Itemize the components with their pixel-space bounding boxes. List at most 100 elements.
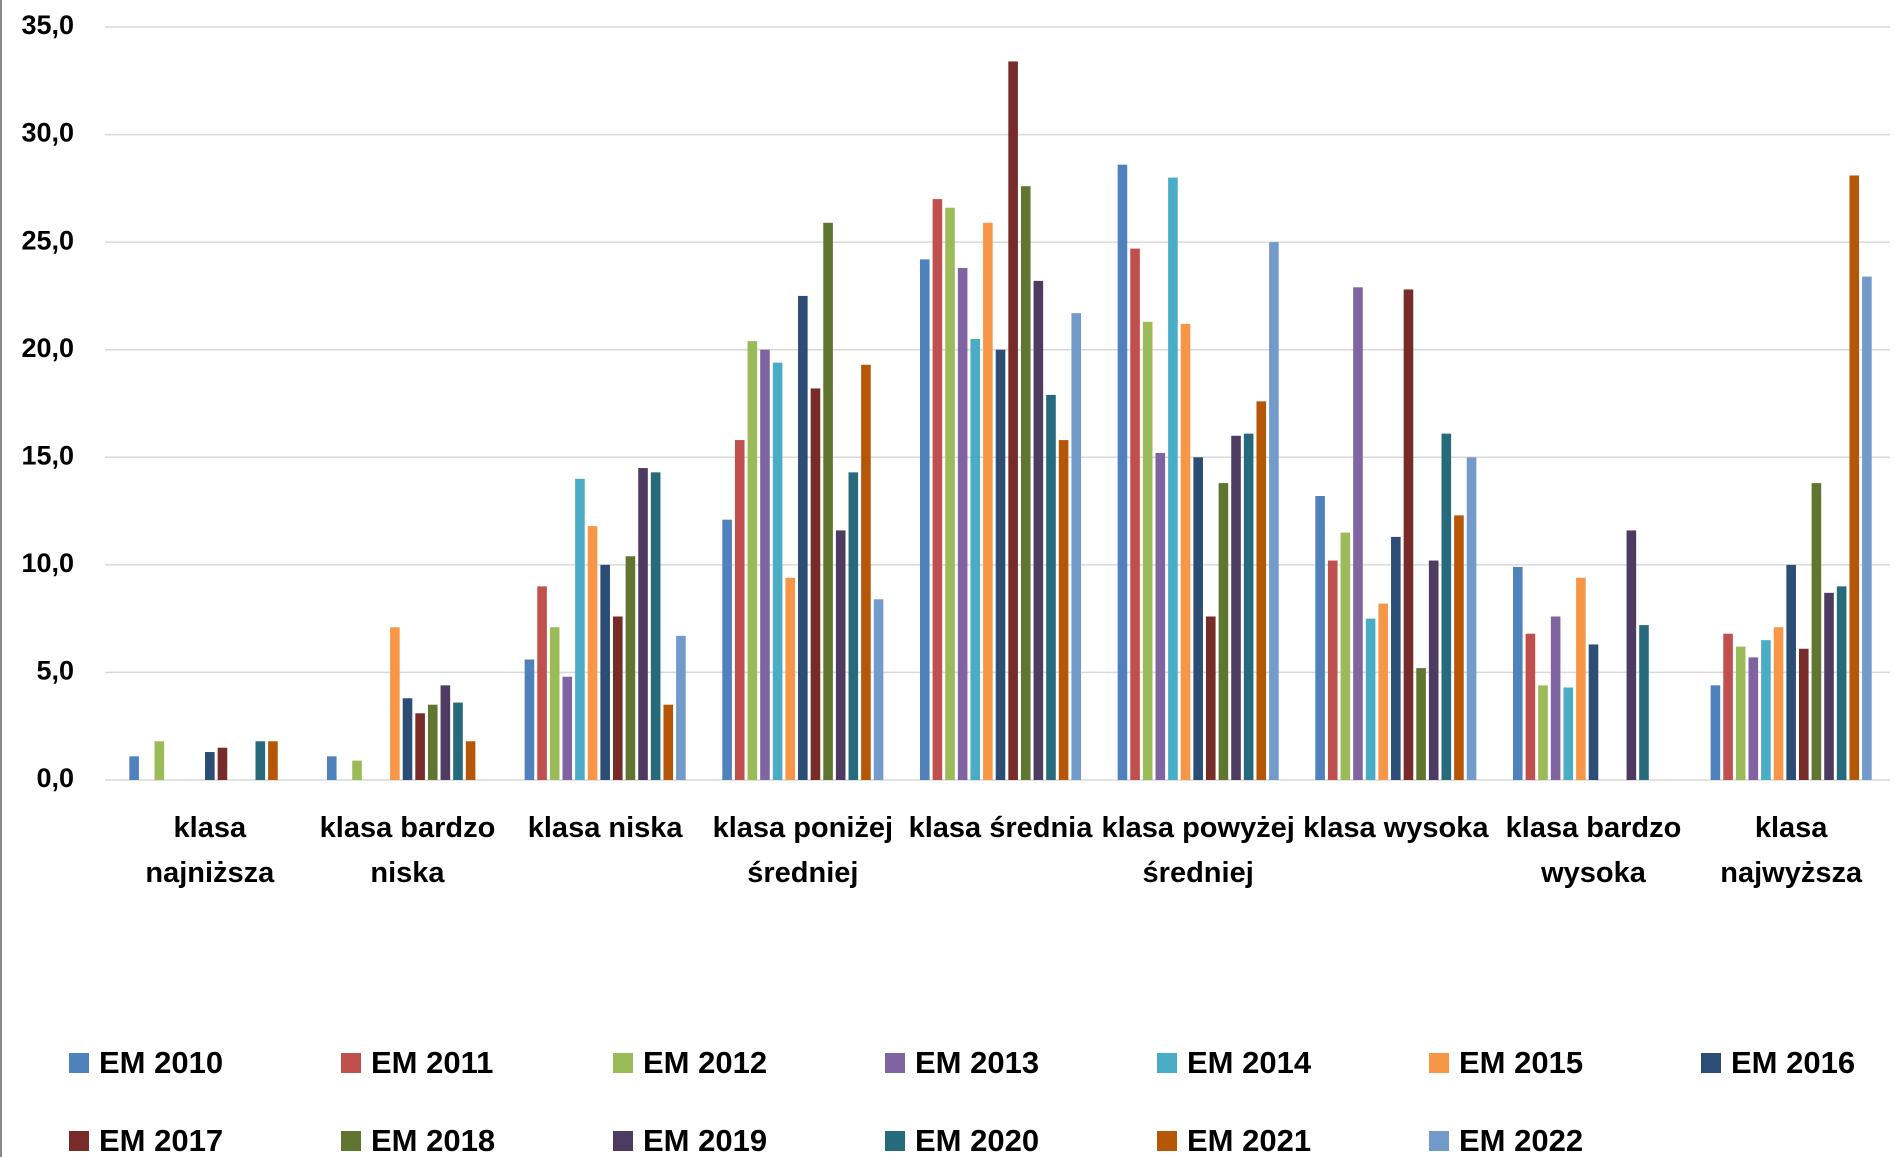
- legend-swatch: [341, 1131, 361, 1151]
- bar: [1193, 457, 1203, 780]
- x-tick-label: klasa poniżej średniej: [712, 812, 894, 889]
- legend-swatch: [1157, 1053, 1177, 1073]
- bar: [255, 741, 266, 780]
- legend-label: EM 2020: [915, 1123, 1040, 1157]
- bar: [217, 747, 228, 780]
- bar: [1811, 483, 1822, 780]
- y-tick-label: 25,0: [21, 225, 74, 255]
- bar: [1538, 685, 1548, 780]
- legend-item: EM 2015: [1429, 1045, 1583, 1081]
- bar: [945, 207, 955, 781]
- legend-item: EM 2010: [69, 1045, 223, 1081]
- legend-swatch: [885, 1131, 905, 1151]
- x-tick-label: klasa wysoka: [1303, 812, 1489, 844]
- bar: [524, 659, 535, 780]
- bar: [154, 741, 165, 780]
- bar: [1862, 276, 1872, 780]
- legend-label: EM 2013: [915, 1045, 1040, 1080]
- bar: [1588, 644, 1599, 780]
- bar: [427, 704, 438, 780]
- legend-label: EM 2019: [643, 1123, 768, 1157]
- bar: [970, 338, 981, 780]
- bar: [1403, 289, 1414, 780]
- bar: [1231, 435, 1241, 780]
- bar: [1428, 560, 1439, 780]
- bar: [798, 295, 808, 780]
- bar: [1020, 186, 1031, 781]
- bar: [1576, 577, 1586, 780]
- legend-item: EM 2013: [885, 1045, 1039, 1081]
- bar: [1365, 618, 1376, 780]
- legend-swatch: [613, 1131, 633, 1151]
- bar: [747, 341, 758, 780]
- bar: [1243, 433, 1254, 780]
- legend-item: EM 2021: [1157, 1123, 1311, 1157]
- y-tick-label: 35,0: [21, 10, 74, 40]
- bar: [1454, 515, 1464, 780]
- bar: [995, 349, 1006, 780]
- bar: [625, 556, 636, 780]
- x-tick-label: klasa bardzo wysoka: [1505, 812, 1682, 889]
- y-tick-label: 15,0: [21, 440, 74, 470]
- legend-swatch: [613, 1053, 633, 1073]
- bar: [810, 388, 821, 780]
- bar: [1563, 687, 1574, 780]
- legend-item: EM 2020: [885, 1123, 1039, 1157]
- bar: [1441, 433, 1452, 780]
- bar: [1033, 280, 1044, 780]
- bar: [1205, 616, 1216, 780]
- bar: [440, 685, 451, 780]
- bar: [1525, 633, 1536, 780]
- bar: [1340, 532, 1351, 780]
- bar: [1315, 496, 1325, 780]
- bar: [823, 222, 833, 780]
- legend-item: EM 2017: [69, 1123, 223, 1157]
- bar: [1735, 646, 1746, 780]
- bar: [402, 698, 413, 780]
- bar: [205, 752, 215, 780]
- legend-item: EM 2016: [1701, 1045, 1855, 1081]
- bar: [1155, 452, 1166, 780]
- bar: [453, 702, 463, 780]
- x-tick-label: klasa średnia: [908, 812, 1093, 844]
- bar: [549, 627, 560, 780]
- bar: [1639, 625, 1649, 780]
- bar: [1117, 164, 1128, 781]
- bar: [835, 530, 846, 780]
- bar: [1723, 633, 1733, 780]
- bar: [268, 741, 278, 780]
- y-tick-label: 20,0: [21, 333, 74, 363]
- bar: [465, 741, 476, 780]
- bar: [676, 635, 686, 780]
- bar: [1071, 313, 1082, 780]
- legend-swatch: [69, 1053, 89, 1073]
- legend-item: EM 2012: [613, 1045, 767, 1081]
- bar: [326, 756, 337, 780]
- bar: [1046, 394, 1056, 780]
- legend-item: EM 2011: [341, 1045, 493, 1081]
- legend-item: EM 2014: [1157, 1045, 1311, 1081]
- bar: [1824, 592, 1834, 780]
- x-tick-label: klasa niska: [527, 812, 683, 844]
- bar: [612, 616, 623, 780]
- bar: [1512, 567, 1523, 780]
- bar: [734, 440, 745, 780]
- y-tick-label: 0,0: [36, 763, 74, 793]
- legend-label: EM 2017: [99, 1123, 224, 1157]
- bar: [352, 760, 362, 780]
- bar: [1849, 175, 1860, 780]
- bar: [663, 704, 674, 780]
- bar: [1416, 668, 1426, 780]
- bar: [390, 627, 400, 780]
- bar: [415, 713, 425, 780]
- bar: [772, 362, 783, 780]
- legend-swatch: [1429, 1131, 1449, 1151]
- bar: [983, 222, 993, 780]
- legend-item: EM 2018: [341, 1123, 495, 1157]
- y-tick-label: 5,0: [36, 656, 74, 686]
- bar: [1798, 648, 1809, 780]
- bar: [873, 599, 884, 780]
- bar: [1218, 483, 1229, 780]
- y-tick-label: 30,0: [21, 118, 74, 148]
- bar: [861, 364, 871, 780]
